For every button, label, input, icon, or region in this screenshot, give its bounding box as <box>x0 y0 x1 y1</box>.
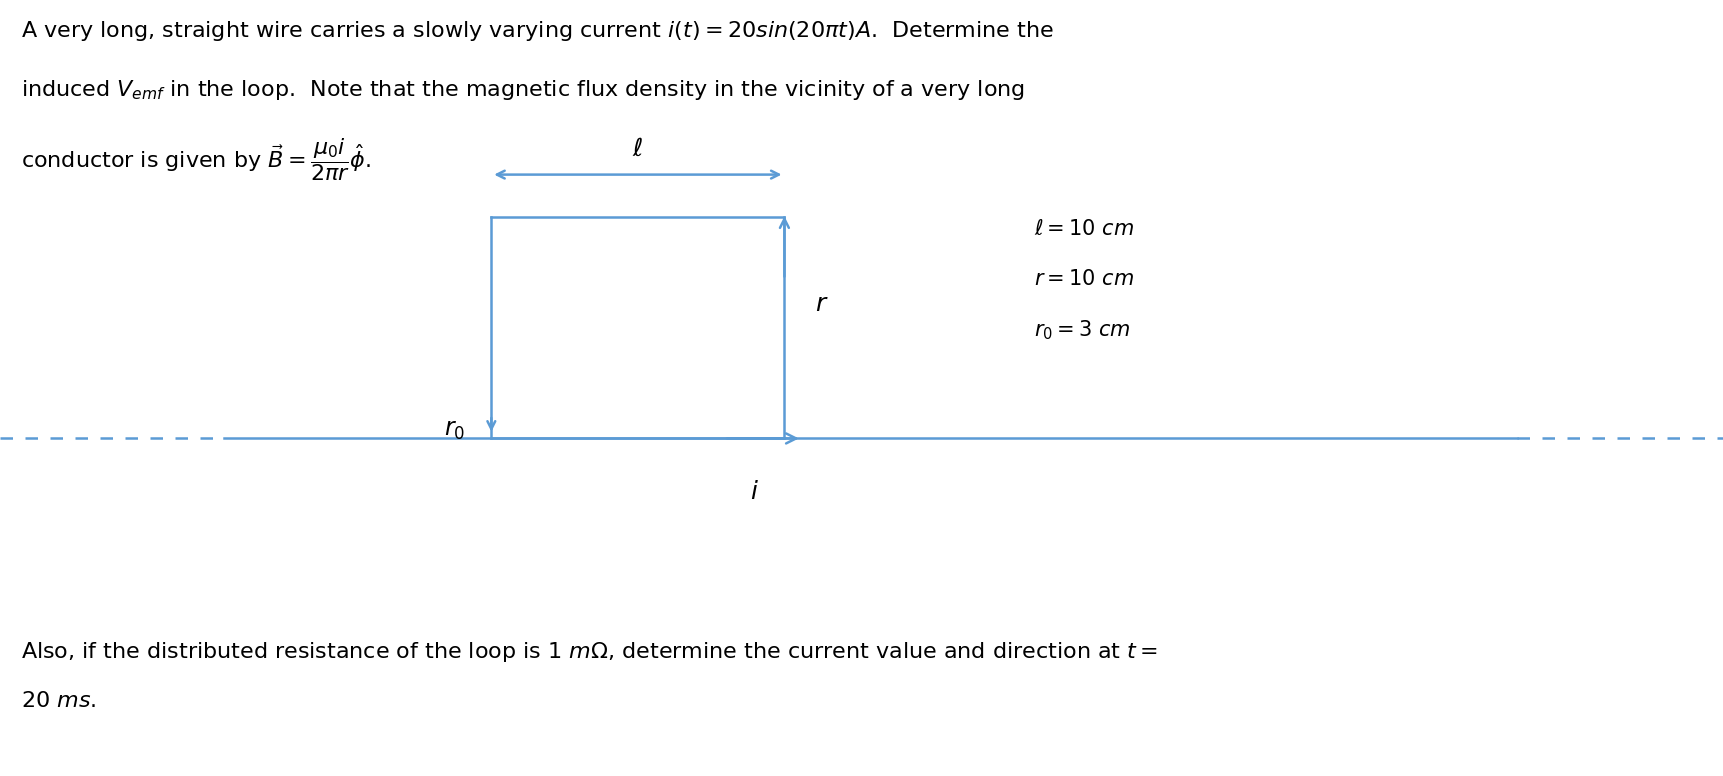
Text: $r_0$: $r_0$ <box>445 419 465 442</box>
Text: $r_0 = 3\ cm$: $r_0 = 3\ cm$ <box>1034 318 1130 341</box>
Text: $r$: $r$ <box>815 293 829 316</box>
Text: conductor is given by $\vec{B} = \dfrac{\mu_0 i}{2\pi r}\hat{\phi}$.: conductor is given by $\vec{B} = \dfrac{… <box>21 136 370 182</box>
Text: $\ell = 10\ cm$: $\ell = 10\ cm$ <box>1034 219 1134 239</box>
Text: Also, if the distributed resistance of the loop is 1 $m\Omega$, determine the cu: Also, if the distributed resistance of t… <box>21 640 1156 664</box>
Text: $r = 10\ cm$: $r = 10\ cm$ <box>1034 269 1134 289</box>
Text: $\ell$: $\ell$ <box>632 137 643 161</box>
Text: $i$: $i$ <box>750 481 758 504</box>
Text: A very long, straight wire carries a slowly varying current $i(t) = 20sin(20\pi : A very long, straight wire carries a slo… <box>21 19 1053 43</box>
Text: 20 $ms$.: 20 $ms$. <box>21 691 96 711</box>
Text: induced $V_{emf}$ in the loop.  Note that the magnetic flux density in the vicin: induced $V_{emf}$ in the loop. Note that… <box>21 78 1023 102</box>
